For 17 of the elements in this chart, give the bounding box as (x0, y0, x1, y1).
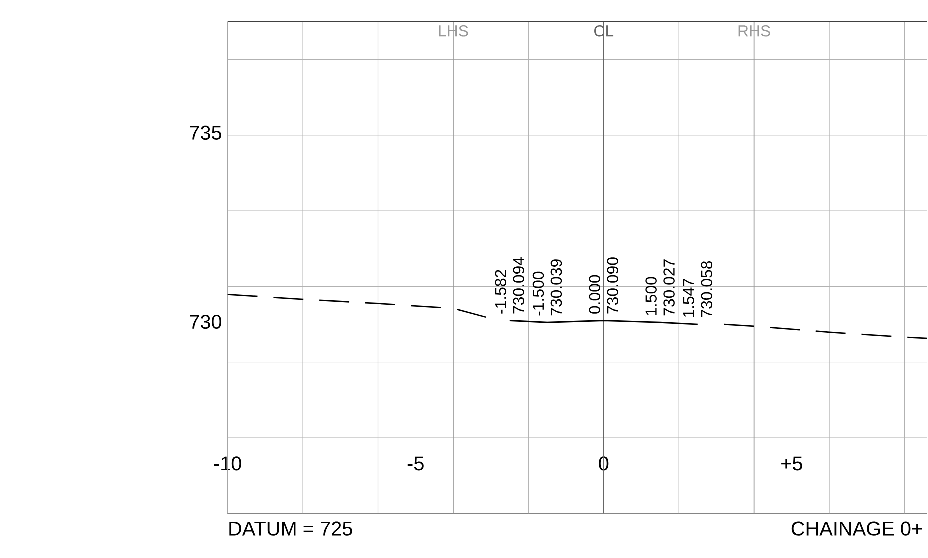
y-tick-label: 730 (190, 315, 222, 330)
text: CHAINAGE 0+ (792, 522, 922, 536)
y-tick-label: 735 (190, 126, 222, 140)
annotation: 730.058 (701, 262, 713, 318)
annotation: 730.027 (664, 260, 675, 316)
text: DATUM = 725 (230, 522, 352, 536)
annotation: 0.000 (589, 276, 601, 314)
annotation: 730.094 (513, 258, 525, 314)
x-tick-label: -5 (408, 457, 424, 471)
annotation: -1.500 (532, 272, 544, 316)
x-tick-label: +5 (782, 457, 802, 471)
annotation: -1.582 (495, 270, 507, 314)
annotation: 730.090 (607, 258, 619, 314)
annotation: 730.039 (550, 260, 562, 316)
annotation: 1.547 (683, 279, 694, 318)
x-tick-label: -10 (214, 456, 242, 471)
annotation: 1.500 (646, 277, 657, 316)
